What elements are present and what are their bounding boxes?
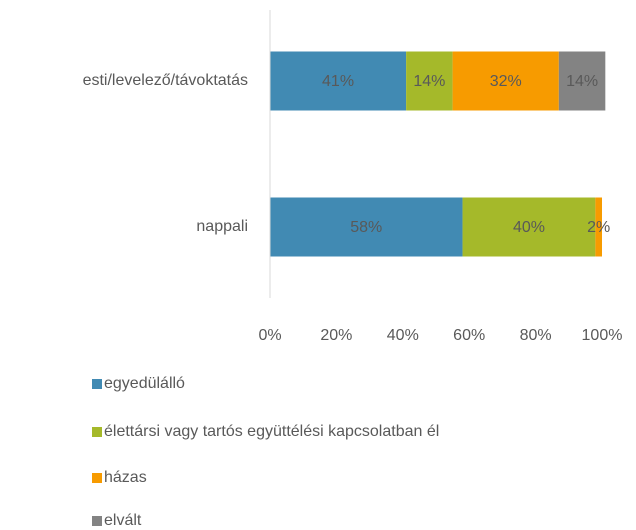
legend-label: egyedülálló	[104, 375, 185, 392]
data-label: 58%	[350, 219, 382, 236]
bar-segment	[270, 51, 407, 111]
legend-swatch	[92, 379, 102, 389]
legend-label: házas	[104, 469, 147, 486]
bar-segment	[270, 197, 463, 257]
x-tick-label: 60%	[453, 327, 485, 344]
legend-swatch	[92, 516, 102, 526]
data-label: 41%	[322, 73, 354, 90]
bar-segment	[595, 197, 602, 257]
bar-segment	[462, 197, 596, 257]
legend-swatch	[92, 473, 102, 483]
data-label: 2%	[587, 219, 610, 236]
x-tick-label: 100%	[582, 327, 623, 344]
legend-label: élettársi vagy tartós együttélési kapcso…	[104, 423, 439, 440]
legend-swatch	[92, 427, 102, 437]
bar-segment	[558, 51, 606, 111]
x-tick-label: 80%	[520, 327, 552, 344]
data-label: 14%	[566, 73, 598, 90]
x-tick-label: 40%	[387, 327, 419, 344]
legend-label: elvált	[104, 512, 142, 529]
data-label: 32%	[490, 73, 522, 90]
data-label: 40%	[513, 219, 545, 236]
y-tick-label: nappali	[196, 218, 248, 235]
x-tick-label: 0%	[258, 327, 281, 344]
bar-segment	[452, 51, 559, 111]
data-label: 14%	[413, 73, 445, 90]
x-tick-label: 20%	[320, 327, 352, 344]
y-tick-label: esti/levelező/távoktatás	[83, 72, 248, 89]
bar-segment	[406, 51, 453, 111]
